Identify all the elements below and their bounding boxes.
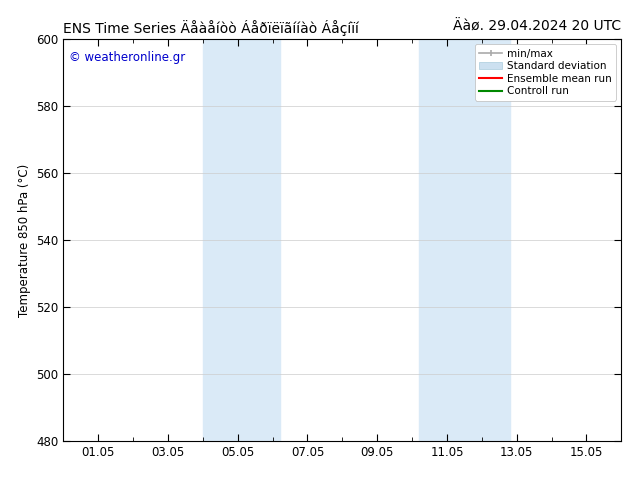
Text: ENS Time Series Äåàåíòò Áåðïëïãííàò Áåçíïí: ENS Time Series Äåàåíòò Áåðïëïãííàò Áåçí… xyxy=(63,20,359,36)
Text: © weatheronline.gr: © weatheronline.gr xyxy=(69,51,185,64)
Bar xyxy=(419,39,510,441)
Text: Äàø. 29.04.2024 20 UTC: Äàø. 29.04.2024 20 UTC xyxy=(453,20,621,34)
Bar xyxy=(203,39,280,441)
Y-axis label: Temperature 850 hPa (°C): Temperature 850 hPa (°C) xyxy=(18,164,30,317)
Legend: min/max, Standard deviation, Ensemble mean run, Controll run: min/max, Standard deviation, Ensemble me… xyxy=(475,45,616,100)
